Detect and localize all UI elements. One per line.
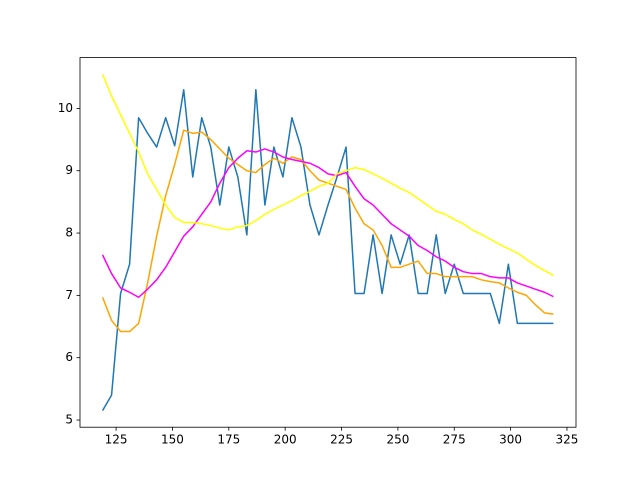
axes-frame	[79, 57, 577, 428]
y-tick-label: 10	[58, 101, 73, 115]
y-tick-label: 7	[65, 288, 73, 302]
x-tick-label: 300	[499, 433, 522, 447]
x-tick-label: 250	[386, 433, 409, 447]
x-tick-label: 125	[105, 433, 128, 447]
x-tick-label: 225	[330, 433, 353, 447]
x-tick-label: 275	[443, 433, 466, 447]
x-tick-label: 325	[556, 433, 579, 447]
line-series	[101, 73, 554, 277]
x-tick-label: 150	[161, 433, 184, 447]
y-tick-label: 6	[65, 350, 73, 364]
line-series	[101, 88, 554, 412]
y-tick-label: 8	[65, 226, 73, 240]
line-series	[101, 148, 554, 298]
x-tick-label: 200	[274, 433, 297, 447]
x-tick-label: 175	[217, 433, 240, 447]
y-tick-label: 5	[65, 413, 73, 427]
y-tick-label: 9	[65, 163, 73, 177]
